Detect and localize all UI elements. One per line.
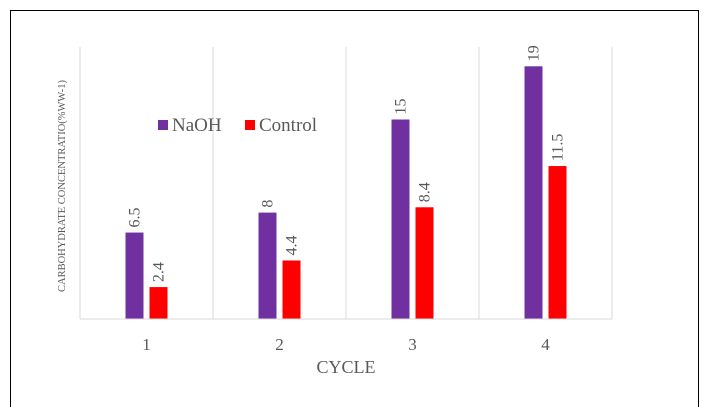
bars: [125, 66, 567, 319]
x-tick-label: 4: [541, 335, 550, 354]
bar-naoh-2: [258, 212, 277, 319]
bar-naoh-1: [125, 232, 144, 319]
data-label: 8.4: [417, 182, 434, 202]
data-label: 4.4: [284, 235, 301, 255]
legend-label-naoh: NaOH: [172, 115, 222, 136]
x-tick-label: 3: [408, 335, 417, 354]
data-label: 2.4: [151, 262, 168, 282]
chart-frame: [10, 10, 699, 407]
bar-naoh-4: [524, 66, 543, 319]
bar-control-2: [282, 260, 301, 319]
data-label: 11.5: [550, 134, 567, 161]
x-tick-label: 1: [142, 335, 151, 354]
x-tick-labels: 1 2 3 4: [142, 335, 550, 354]
data-label: 8: [260, 200, 277, 208]
data-labels: 6.5 2.4 8 4.4 15 8.4 19 11.5: [127, 45, 567, 282]
gridlines: [79, 47, 613, 319]
x-tick-label: 2: [275, 335, 284, 354]
bar-control-4: [548, 166, 567, 319]
data-label: 6.5: [127, 208, 144, 228]
legend-swatch-naoh: [158, 120, 168, 130]
bar-naoh-3: [391, 119, 410, 319]
y-axis-title: CARBOHYDRATE CONCENTRATIO(%WW-1): [57, 79, 68, 292]
data-label: 15: [393, 99, 410, 115]
legend-swatch-control: [245, 120, 255, 130]
data-label: 19: [526, 45, 543, 61]
x-axis-title: CYCLE: [316, 357, 375, 377]
bar-control-1: [149, 287, 168, 319]
bar-control-3: [415, 207, 434, 319]
legend-label-control: Control: [259, 115, 317, 136]
legend: NaOH Control: [158, 115, 317, 136]
